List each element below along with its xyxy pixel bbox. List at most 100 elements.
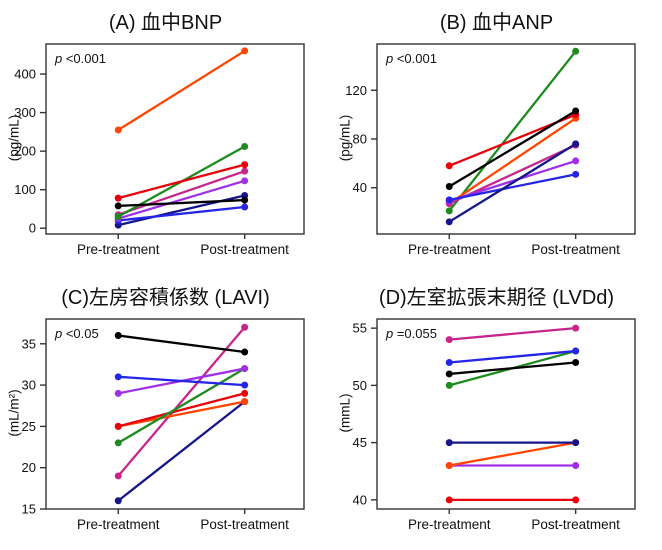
series-line-patient-red [117, 392, 246, 428]
y-tick-label: 50 [353, 378, 367, 393]
data-point-patient-blue [241, 203, 249, 211]
series-line-patient-orange [448, 117, 577, 205]
line-chart-A: 0 100 200 300 400 Pre-treatment Post-treatment… [14, 43, 305, 257]
y-tick-label: 55 [353, 321, 367, 336]
data-point-patient-purple [572, 462, 580, 470]
series-line-patient-blue [448, 349, 577, 364]
y-tick-label: 15 [22, 502, 36, 517]
data-point-patient-green [445, 207, 453, 215]
data-point-patient-black [114, 332, 122, 340]
x-axis-category-label: Pre-treatment [408, 517, 491, 532]
data-point-patient-magenta [572, 324, 580, 332]
data-point-patient-magenta [241, 167, 249, 175]
plot-area-border [45, 43, 305, 235]
data-point-patient-magenta [241, 323, 249, 331]
data-point-patient-black [445, 370, 453, 378]
series-line-patient-blue [448, 173, 577, 202]
data-point-patient-purple [114, 389, 122, 397]
series-line-patient-blue [117, 375, 246, 387]
data-point-patient-red [572, 496, 580, 504]
y-tick-label: 45 [353, 435, 367, 450]
series-line-patient-magenta [117, 170, 246, 216]
y-tick-label: 300 [14, 105, 36, 120]
data-point-patient-purple [241, 177, 249, 185]
data-point-patient-green [114, 213, 122, 221]
data-point-patient-black [445, 183, 453, 190]
series-line-patient-magenta [117, 326, 246, 478]
series-line-patient-black [117, 334, 246, 354]
data-point-patient-red [445, 496, 453, 504]
data-point-patient-orange [114, 126, 122, 134]
plot-area-border [376, 318, 636, 510]
data-point-patient-orange [241, 47, 249, 55]
y-tick-label: 200 [14, 144, 36, 159]
data-point-patient-navy [114, 497, 122, 505]
series-line-patient-black [117, 198, 246, 208]
series-line-patient-purple [448, 159, 577, 203]
data-point-patient-navy [572, 140, 580, 148]
panel-title-C: (C)左房容積係数 (LAVI) [61, 287, 270, 309]
x-axis-category-label: Post-treatment [200, 517, 289, 532]
series-line-patient-navy [448, 142, 577, 223]
line-chart-D: 40 45 50 55 Pre-treatment Post-treatment p =0.… [353, 318, 636, 532]
y-axis-label-A: (pg/mL) [6, 114, 22, 162]
x-axis-category-label: Pre-treatment [77, 517, 160, 532]
y-tick-label: 30 [22, 378, 36, 393]
data-point-patient-navy [572, 439, 580, 447]
data-point-patient-red [114, 422, 122, 430]
panel-title-B: (B) 血中ANP [439, 12, 554, 34]
data-point-patient-orange [241, 398, 249, 406]
data-point-patient-navy [445, 218, 453, 226]
y-axis-label-B: (pg/mL) [337, 114, 353, 162]
data-point-patient-green [114, 439, 122, 447]
data-point-patient-green [241, 143, 249, 151]
series-line-patient-navy [117, 400, 246, 502]
data-point-patient-green [445, 381, 453, 389]
plot-area-border [45, 318, 305, 510]
panel-title-A: (A) 血中BNP [108, 12, 223, 34]
data-point-patient-black [241, 196, 249, 204]
line-chart-C: 15 20 25 30 35 Pre-treatment Post-treatment p <… [22, 318, 305, 532]
data-point-patient-black [572, 107, 580, 115]
y-axis-label-C: (mL/m²) [6, 389, 22, 437]
data-point-patient-magenta [114, 472, 122, 480]
x-axis-category-label: Post-treatment [531, 242, 620, 257]
data-point-patient-magenta [445, 336, 453, 344]
x-axis-category-label: Pre-treatment [408, 242, 491, 257]
panel-A-bnp: (A) 血中BNP (pg/mL) 0 100 200 300 400 Pre-treat… [0, 0, 331, 275]
series-line-patient-orange [117, 400, 246, 428]
series-line-patient-red [117, 163, 246, 200]
p-value-label: p <0.001 [385, 51, 437, 66]
y-tick-label: 25 [22, 419, 36, 434]
data-point-patient-blue [445, 196, 453, 204]
series-line-patient-green [117, 367, 246, 445]
data-point-patient-red [241, 389, 249, 397]
p-value-label: p <0.05 [54, 326, 99, 341]
series-line-patient-blue [117, 205, 246, 222]
y-axis-label-D: (mmL) [337, 393, 353, 433]
data-point-patient-black [572, 358, 580, 366]
y-tick-label: 35 [22, 336, 36, 351]
data-point-patient-blue [445, 358, 453, 366]
p-value-label: p =0.055 [385, 326, 437, 341]
series-line-patient-magenta [448, 327, 577, 341]
panel-B-anp: (B) 血中ANP (pg/mL) 40 80 120 Pre-treatment Po… [331, 0, 662, 275]
data-point-patient-blue [572, 170, 580, 178]
panel-C-lavi: (C)左房容積係数 (LAVI) (mL/m²) 15 20 25 30 35 Pre-t… [0, 275, 331, 550]
data-point-patient-purple [241, 365, 249, 373]
data-point-patient-purple [572, 157, 580, 165]
line-chart-B: 40 80 120 Pre-treatment Post-treatment p <0.0… [345, 43, 636, 257]
y-tick-label: 120 [345, 83, 367, 98]
data-point-patient-black [114, 202, 122, 210]
data-point-patient-green [572, 47, 580, 55]
series-line-patient-orange [448, 441, 577, 467]
data-point-patient-red [241, 161, 249, 169]
data-point-patient-navy [445, 439, 453, 447]
y-tick-label: 20 [22, 460, 36, 475]
data-point-patient-orange [445, 462, 453, 470]
data-point-patient-black [241, 348, 249, 356]
data-point-patient-red [445, 162, 453, 170]
data-point-patient-red [114, 194, 122, 202]
series-line-patient-green [448, 50, 577, 213]
